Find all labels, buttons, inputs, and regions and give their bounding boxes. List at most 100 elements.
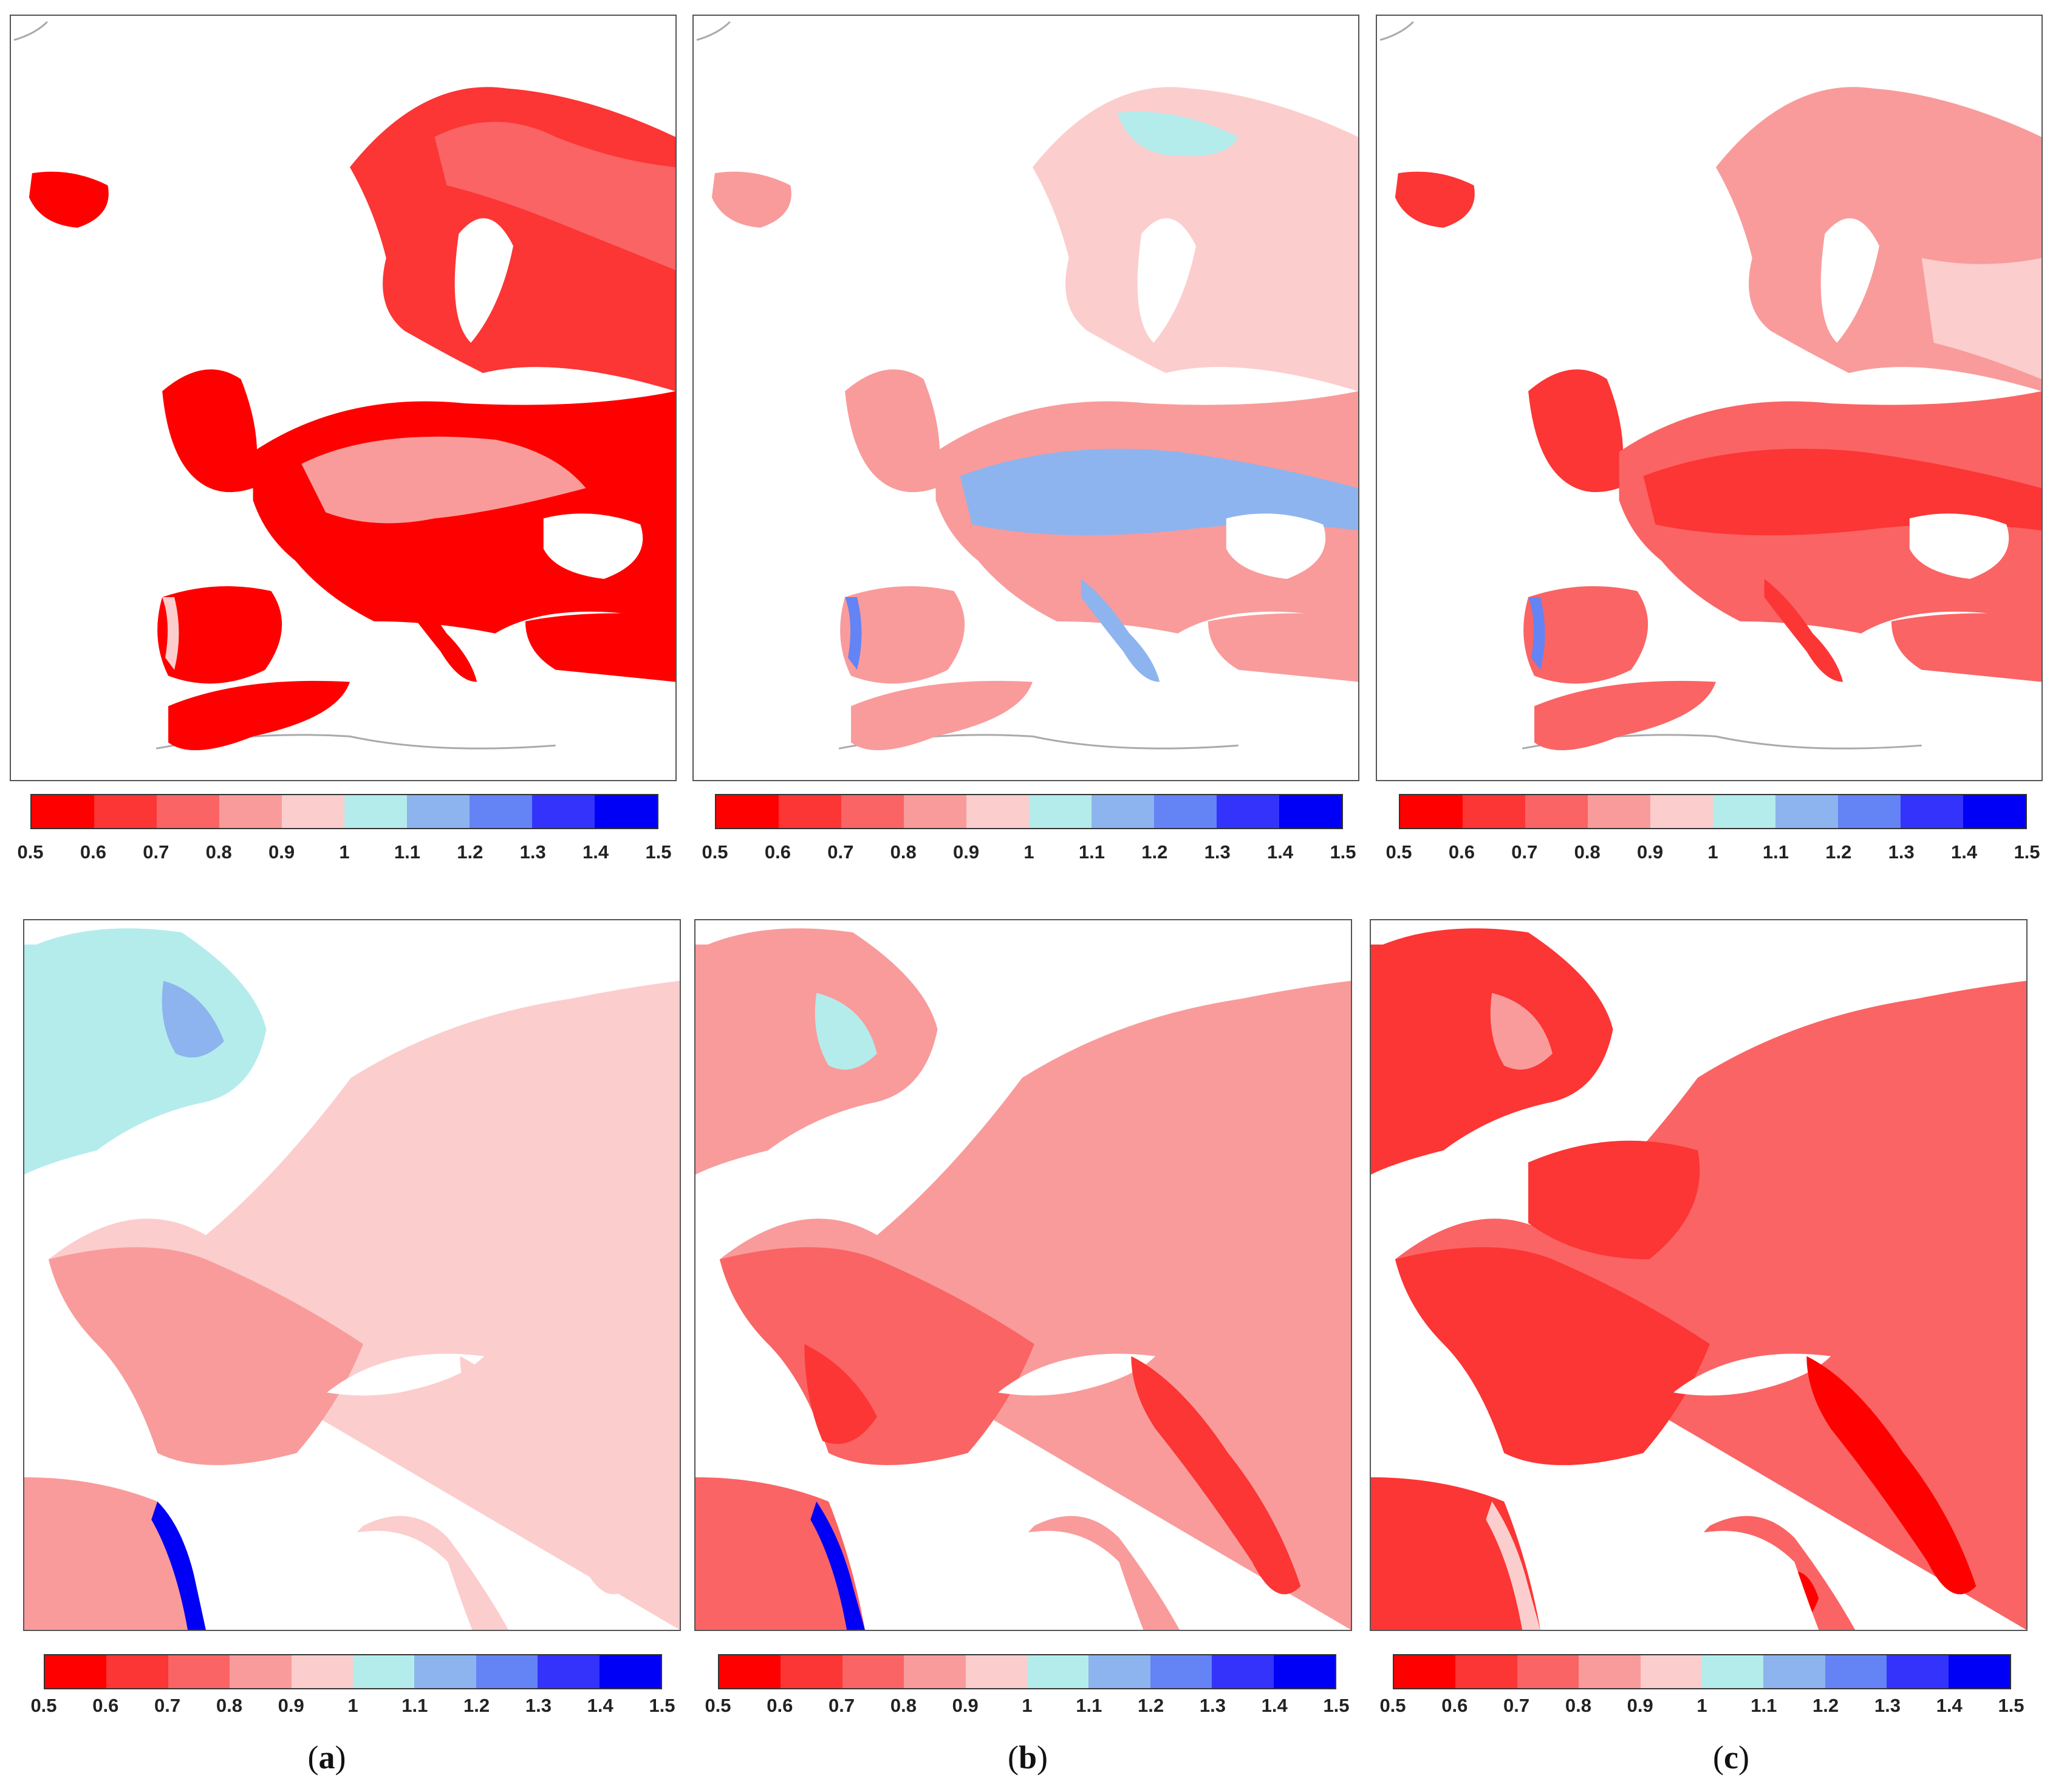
colorbar-swatch	[1763, 1655, 1825, 1688]
colorbar-tick-label: 0.9	[953, 841, 980, 863]
iberia-coast-blue	[151, 1501, 206, 1630]
colorbar-swatch	[168, 1655, 230, 1688]
france	[48, 1247, 363, 1465]
black-sea	[543, 513, 643, 580]
baltic-sea	[1820, 218, 1879, 343]
colorbar-swatch	[532, 795, 595, 828]
colorbar-tick-label: 1.3	[525, 1695, 552, 1716]
colorbar-swatch	[1525, 795, 1588, 828]
colorbar-tick-label: 1.5	[2014, 841, 2040, 863]
colorbar-swatch	[538, 1655, 600, 1688]
scandinavia-secondary	[1921, 258, 2041, 380]
colorbar-tick-label: 1.5	[1330, 841, 1356, 863]
turkey	[1208, 613, 1358, 682]
british-isles	[695, 928, 938, 1175]
colorbar-swatch	[476, 1655, 538, 1688]
colorbar-tick-label: 1.3	[1204, 841, 1231, 863]
colorbar-top-b	[715, 794, 1343, 829]
british-isles	[1371, 928, 1613, 1175]
colorbar-swatch	[1517, 1655, 1579, 1688]
colorbar-swatch	[1825, 1655, 1887, 1688]
colorbar-tick-label: 1.2	[457, 841, 483, 863]
colorbar-swatch	[1963, 795, 2026, 828]
colorbar-tick-label: 1.1	[1076, 1695, 1102, 1716]
colorbar-tick-label: 0.7	[1511, 841, 1538, 863]
italy	[1806, 1356, 1977, 1595]
southwest-france	[804, 1344, 877, 1445]
colorbar-swatch	[94, 795, 157, 828]
alps	[998, 1353, 1156, 1396]
colorbar-swatch	[599, 1655, 661, 1688]
colorbar-tick-label: 0.8	[205, 841, 232, 863]
colorbar-tick-label: 1.2	[1141, 841, 1168, 863]
colorbar-swatch	[353, 1655, 415, 1688]
zoom-map-b	[695, 928, 1351, 1630]
turkey	[525, 613, 675, 682]
colorbar-tick-label: 0.5	[705, 1695, 731, 1716]
central-europe	[301, 436, 586, 524]
colorbar-swatch	[1088, 1655, 1150, 1688]
colorbar-tick-label: 0.5	[1385, 841, 1412, 863]
italy	[1764, 579, 1843, 682]
colorbar-swatch	[1092, 795, 1154, 828]
colorbar-tick-label: 0.7	[1503, 1695, 1530, 1716]
colorbar-ticks-top-c: 0.5 0.6 0.7 0.8 0.9 1 1.1 1.2 1.3 1.4 1.5	[1385, 841, 2040, 866]
colorbar-tick-label: 1.4	[587, 1695, 613, 1716]
italy	[460, 1356, 630, 1595]
colorbar-tick-label: 0.9	[952, 1695, 979, 1716]
iberia-coast-blue	[810, 1501, 865, 1630]
france	[719, 1247, 1034, 1465]
colorbar-swatch	[965, 1655, 1028, 1688]
north-africa	[1534, 680, 1716, 751]
zoom-map-c	[1371, 928, 2026, 1630]
colorbar-tick-label: 1.3	[1874, 1695, 1901, 1716]
caption-c: (c)	[1713, 1739, 1749, 1776]
colorbar-swatch	[45, 1655, 107, 1688]
colorbar-ticks-bottom-c: 0.5 0.6 0.7 0.8 0.9 1 1.1 1.2 1.3 1.4 1.5	[1379, 1695, 2024, 1719]
colorbar-tick-label: 0.7	[829, 1695, 855, 1716]
colorbar-swatch	[414, 1655, 476, 1688]
colorbar-swatch	[1463, 795, 1525, 828]
colorbar-swatch	[1588, 795, 1650, 828]
colorbar-ticks-top-a: 0.5 0.6 0.7 0.8 0.9 1 1.1 1.2 1.3 1.4 1.5	[17, 841, 671, 866]
colorbar-swatch	[904, 1655, 966, 1688]
iberia-coast	[845, 597, 862, 670]
colorbar-swatch	[1217, 795, 1279, 828]
italy	[1131, 1356, 1301, 1595]
colorbar-swatch	[1150, 1655, 1212, 1688]
map-panel-zoom-b	[694, 919, 1352, 1631]
colorbar-tick-label: 1	[1707, 841, 1718, 863]
england-secondary	[1490, 993, 1553, 1070]
colorbar-tick-label: 1	[1022, 1695, 1033, 1716]
colorbar-bottom-c	[1393, 1654, 2011, 1689]
colorbar-swatch	[1400, 795, 1463, 828]
colorbar-tick-label: 1.4	[583, 841, 609, 863]
colorbar-tick-label: 1.2	[1825, 841, 1852, 863]
colorbar-tick-label: 1.1	[1762, 841, 1789, 863]
colorbar-tick-label: 1.1	[1751, 1695, 1777, 1716]
england-secondary	[162, 980, 224, 1058]
colorbar-swatch	[841, 795, 904, 828]
colorbar-swatch	[106, 1655, 168, 1688]
colorbar-tick-label: 1.4	[1936, 1695, 1963, 1716]
colorbar-swatch	[781, 1655, 842, 1688]
colorbar-swatch	[219, 795, 282, 828]
colorbar-swatch	[1838, 795, 1901, 828]
map-panel-europe-b	[692, 15, 1359, 781]
colorbar-swatch	[1713, 795, 1775, 828]
colorbar-tick-label: 0.8	[216, 1695, 242, 1716]
colorbar-tick-label: 0.5	[1379, 1695, 1406, 1716]
black-sea	[1909, 513, 2009, 580]
colorbar-swatch	[291, 1655, 354, 1688]
colorbar-swatch	[470, 795, 532, 828]
england-secondary	[815, 993, 877, 1070]
iberia-coast	[1486, 1501, 1540, 1630]
iberia	[1523, 586, 1649, 684]
europe-map-c	[1379, 21, 2041, 751]
caption-a: (a)	[307, 1739, 346, 1776]
colorbar-tick-label: 0.7	[143, 841, 169, 863]
colorbar-tick-label: 0.9	[1627, 1695, 1653, 1716]
colorbar-tick-label: 1.4	[1951, 841, 1978, 863]
colorbar-tick-label: 0.6	[764, 841, 791, 863]
colorbar-tick-label: 0.8	[1565, 1695, 1591, 1716]
